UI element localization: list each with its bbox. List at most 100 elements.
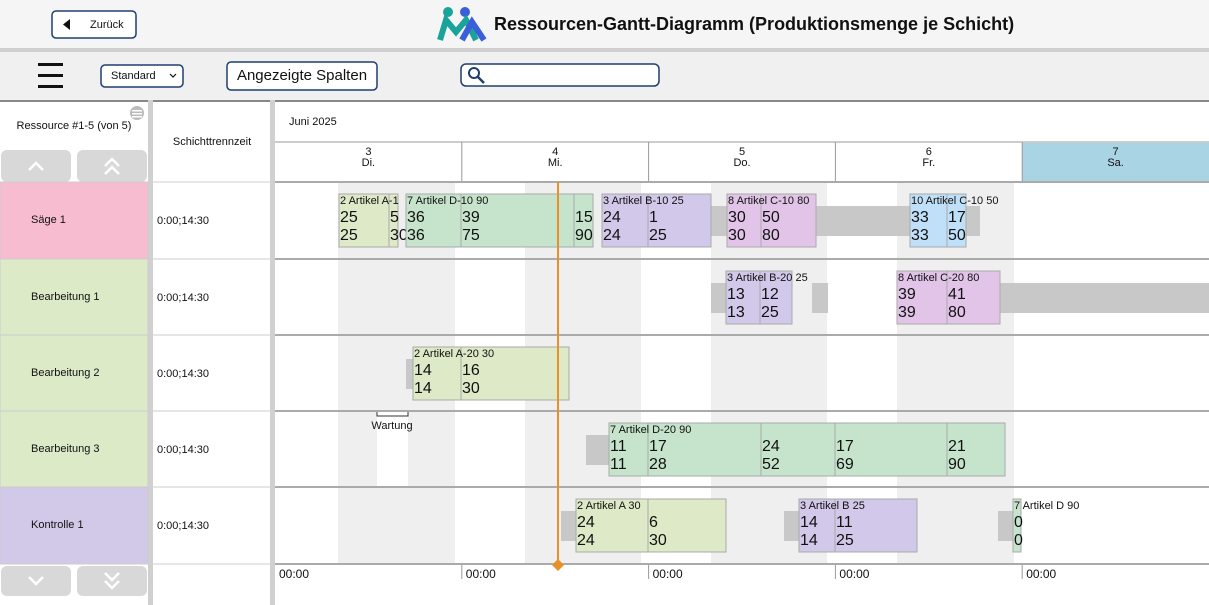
cell-value: 90	[948, 456, 966, 473]
cell-value: 0	[1014, 514, 1023, 531]
resource-header: Ressource #1-5 (von 5)	[17, 120, 132, 132]
task-box	[405, 193, 594, 248]
cell-value: 12	[761, 286, 779, 303]
settings-icon[interactable]	[130, 106, 144, 120]
task-box	[1012, 498, 1022, 553]
time-label: 00:00	[466, 567, 496, 581]
task-box	[338, 193, 399, 248]
cell-value: 30	[649, 532, 667, 549]
row-divider	[275, 258, 1209, 260]
header-border	[0, 48, 1209, 52]
cell-value: 30	[390, 227, 408, 244]
cell-value: 15	[575, 209, 593, 226]
row-divider	[275, 334, 1209, 336]
column-divider	[270, 100, 275, 605]
cell-value: 25	[340, 209, 358, 226]
task-box	[601, 193, 712, 248]
down-icon	[28, 576, 44, 586]
maintenance-area	[377, 416, 408, 487]
cell-value: 30	[462, 380, 480, 397]
cell-value: 24	[603, 209, 621, 226]
day-weekday: Mi.	[548, 157, 563, 169]
scroll-up-button[interactable]	[1, 150, 71, 182]
cell-value: 0	[1014, 532, 1023, 549]
view-select[interactable]	[100, 64, 184, 88]
back-button[interactable]	[51, 10, 137, 39]
cell-value: 50	[762, 209, 780, 226]
row-divider	[275, 486, 1209, 488]
cell-value: 11	[610, 438, 627, 455]
cell-value: 41	[948, 286, 966, 303]
shift-column	[153, 101, 270, 605]
cell-value: 24	[577, 532, 595, 549]
time-label: 00:00	[279, 567, 309, 581]
task-label: 3 Artikel B-20 25	[727, 272, 808, 284]
view-select-label: Standard	[111, 70, 156, 82]
task-box	[896, 270, 1001, 325]
cell-value: 36	[407, 227, 425, 244]
task-label: 10 Artikel C-10 50	[911, 195, 998, 207]
cell-value: 11	[836, 514, 853, 531]
cell-value: 5	[390, 209, 399, 226]
columns-button[interactable]	[226, 61, 378, 91]
cell-value: 25	[761, 304, 779, 321]
task[interactable]: 00 7 Artikel D 90	[1012, 498, 1079, 553]
cell-value: 39	[898, 304, 916, 321]
header-bar	[0, 0, 1209, 48]
resource-name: Säge 1	[31, 214, 66, 226]
resource-name: Bearbeitung 2	[31, 367, 100, 379]
search-input[interactable]	[460, 63, 660, 87]
cell-value: 13	[727, 286, 745, 303]
task-box	[412, 346, 570, 401]
setup-bar	[998, 511, 1013, 541]
back-icon	[63, 19, 70, 30]
day-number: 4	[552, 146, 558, 158]
cell-value: 25	[836, 532, 854, 549]
cell-value: 69	[836, 456, 854, 473]
cell-value: 30	[728, 227, 746, 244]
cell-value: 50	[948, 227, 966, 244]
logo	[437, 7, 487, 42]
setup-bar	[586, 435, 609, 465]
resource-name: Kontrolle 1	[31, 519, 84, 531]
day-number: 5	[739, 146, 745, 158]
day-weekday: Fr.	[922, 157, 935, 169]
page-title: Ressourcen-Gantt-Diagramm (Produktionsme…	[494, 14, 1014, 34]
search-icon	[468, 67, 485, 84]
cell-value: 28	[649, 456, 667, 473]
cell-value: 14	[800, 514, 818, 531]
menu-icon[interactable]	[38, 63, 63, 88]
task-label: 7 Artikel D-20 90	[610, 424, 691, 436]
task-box	[725, 270, 793, 325]
day-number: 3	[365, 146, 371, 158]
cell-value: 33	[911, 209, 929, 226]
resource-cell	[0, 258, 149, 337]
cell-value: 52	[762, 456, 780, 473]
cell-value: 80	[948, 304, 966, 321]
scroll-down-button[interactable]	[1, 566, 71, 596]
task-label: 7 Artikel D 90	[1014, 500, 1079, 512]
cell-value: 90	[575, 227, 593, 244]
day-number: 6	[926, 146, 932, 158]
cell-value: 30	[728, 209, 746, 226]
cell-value: 24	[577, 514, 595, 531]
shift-time: 0:00;14:30	[157, 292, 209, 304]
day-weekday: Sa.	[1107, 157, 1124, 169]
task-box	[726, 193, 817, 248]
select-arrow	[169, 73, 177, 78]
time-label: 00:00	[653, 567, 683, 581]
cell-value: 6	[649, 514, 658, 531]
cell-value: 17	[649, 438, 667, 455]
